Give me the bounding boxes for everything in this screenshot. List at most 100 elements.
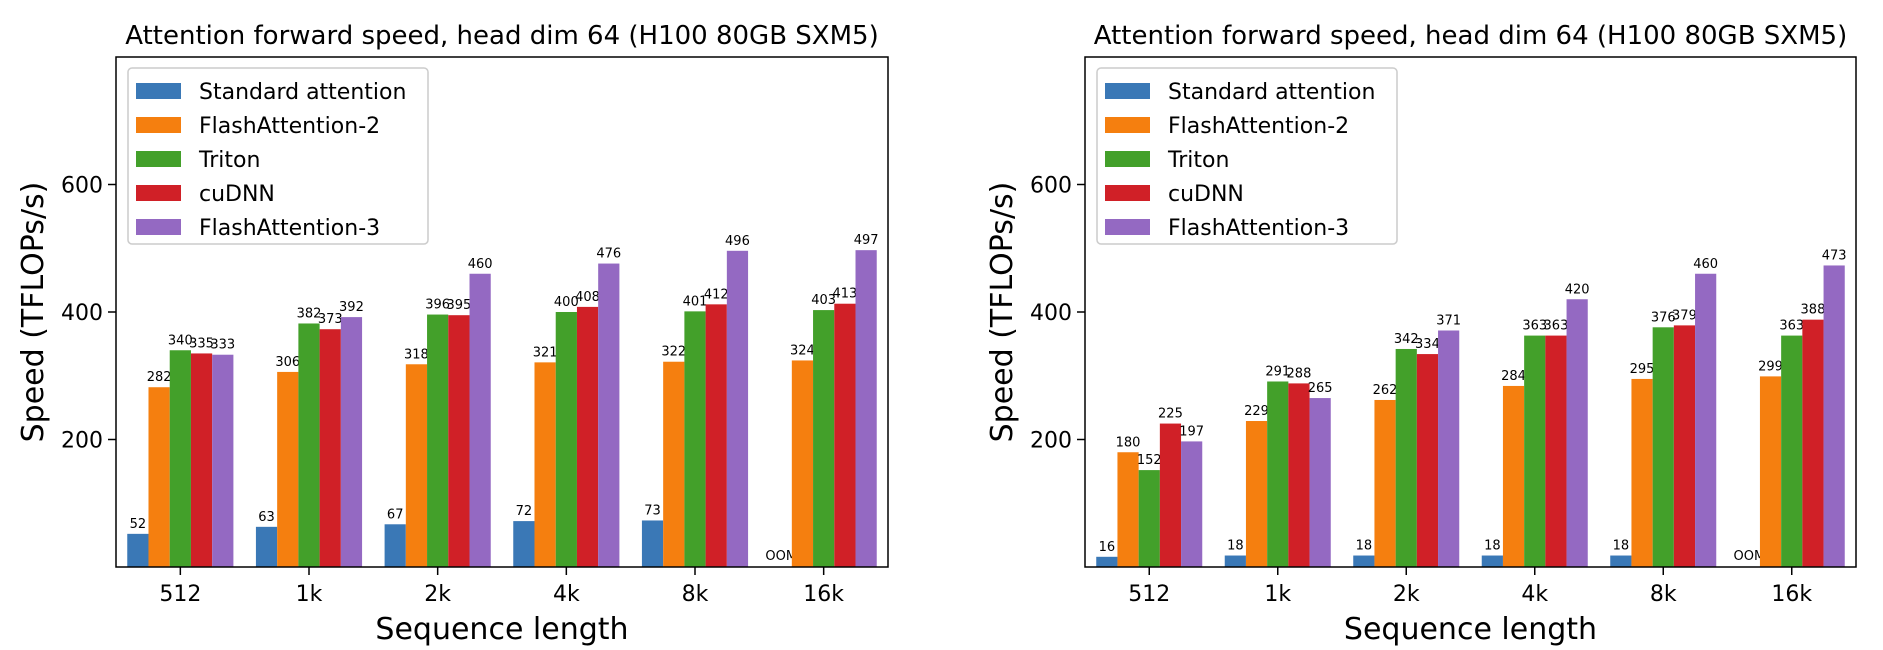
bar-data-label: 473 [1822, 248, 1847, 263]
bar-flashattention-3 [1181, 441, 1203, 567]
chart-title: Attention forward speed, head dim 64 (H1… [125, 21, 878, 51]
chart-panel-1: Attention forward speed, head dim 64 (H1… [16, 21, 889, 647]
plot-frame [1084, 56, 1857, 568]
bar-data-label: 63 [258, 510, 275, 525]
bar-standard-attention [1353, 555, 1375, 567]
legend-label: FlashAttention-2 [199, 114, 380, 139]
bar-data-label: 396 [425, 298, 450, 313]
bar-data-label: 340 [168, 333, 193, 348]
bar-data-label: 413 [832, 287, 857, 302]
bar-standard-attention [1481, 555, 1503, 567]
bar-data-label: 262 [1373, 383, 1398, 398]
bar-flashattention-2 [277, 371, 299, 567]
bar-flashattention-3 [1823, 265, 1845, 567]
legend-swatch [136, 219, 181, 235]
x-tick-label: 4k [553, 582, 580, 607]
bar-triton [1138, 470, 1160, 567]
bar-cudnn [448, 315, 470, 567]
bar-data-label: 334 [1415, 337, 1440, 352]
bar-data-label: 72 [516, 504, 533, 519]
bar-triton [1652, 327, 1674, 567]
bar-flashattention-3 [855, 250, 877, 567]
bar-data-label: 18 [1227, 539, 1244, 554]
bar-data-label: 16 [1099, 540, 1116, 555]
bar-data-label: 73 [644, 503, 661, 518]
bar-triton [427, 314, 449, 567]
legend-label: Standard attention [1168, 80, 1375, 105]
x-axis-label: Sequence length [375, 612, 628, 647]
bar-data-label: 392 [339, 300, 364, 315]
bar-data-label: 299 [1758, 359, 1783, 374]
bar-cudnn [190, 353, 213, 567]
bar-data-label: 18 [1613, 539, 1630, 554]
bar-data-label: 288 [1287, 366, 1312, 381]
bar-data-label: 382 [297, 306, 322, 321]
bar-flashattention-2 [1502, 385, 1525, 567]
bar-data-label: 373 [318, 312, 343, 327]
bar-flashattention-3 [1438, 330, 1460, 567]
bar-data-label: 295 [1630, 362, 1655, 377]
bar-data-label: 403 [811, 293, 836, 308]
bar-data-label: 180 [1116, 435, 1141, 450]
legend-swatch [1105, 151, 1150, 167]
bar-data-label: 412 [704, 287, 729, 302]
x-tick-label: 512 [1128, 582, 1170, 607]
y-tick-label: 600 [61, 174, 103, 199]
bar-data-label: 363 [1522, 319, 1547, 334]
y-tick-label: 200 [61, 429, 103, 454]
bar-cudnn [1802, 319, 1824, 567]
y-tick-label: 400 [1030, 301, 1072, 326]
chart-title: Attention forward speed, head dim 64 (H1… [1094, 21, 1847, 51]
bar-flashattention-3 [469, 273, 491, 567]
y-axis-label: Speed (TFLOPs/s) [985, 182, 1020, 443]
x-tick-label: 8k [682, 582, 709, 607]
bar-standard-attention [1224, 555, 1246, 567]
y-tick-label: 400 [61, 301, 103, 326]
bar-data-label: 333 [210, 338, 235, 353]
bar-flashattention-3 [212, 354, 234, 567]
x-tick-label: 16k [803, 582, 844, 607]
bar-data-label: 460 [1693, 257, 1718, 272]
legend-swatch [1105, 117, 1150, 133]
bar-cudnn [1673, 325, 1696, 567]
bar-triton [1524, 335, 1546, 567]
bar-data-label: 363 [1779, 319, 1804, 334]
bar-flashattention-2 [1631, 378, 1653, 567]
bar-data-label: 496 [725, 234, 750, 249]
plot-frame [115, 56, 889, 568]
bar-triton [1267, 381, 1289, 567]
bar-data-label: 318 [404, 347, 429, 362]
bar-data-label: 265 [1308, 381, 1333, 396]
bar-data-label: 460 [468, 257, 493, 272]
bar-cudnn [1159, 423, 1182, 567]
bar-standard-attention [255, 526, 278, 567]
bar-data-label: 395 [446, 298, 471, 313]
bar-data-label: 335 [189, 336, 214, 351]
y-tick-label: 600 [1030, 174, 1072, 199]
bar-data-label: 306 [275, 355, 300, 370]
bar-data-label: 408 [575, 290, 600, 305]
legend-swatch [1105, 219, 1150, 235]
bar-flashattention-2 [534, 362, 556, 567]
bar-flashattention-3 [340, 317, 363, 567]
bar-flashattention-2 [663, 361, 685, 567]
bar-standard-attention [1096, 556, 1118, 567]
bar-cudnn [576, 306, 599, 567]
bar-data-label: 376 [1651, 310, 1676, 325]
bar-data-label: 400 [554, 295, 579, 310]
bar-flashattention-2 [1374, 399, 1396, 567]
legend-label: Standard attention [199, 80, 406, 105]
y-axis-label: Speed (TFLOPs/s) [16, 182, 51, 443]
legend-swatch [136, 151, 181, 167]
bar-data-label: 401 [683, 294, 708, 309]
bar-data-label: 321 [533, 345, 558, 360]
legend-swatch [1105, 185, 1150, 201]
bar-standard-attention [384, 524, 406, 567]
bar-flashattention-2 [1117, 452, 1139, 567]
x-tick-label: 8k [1650, 582, 1677, 607]
legend-swatch [136, 117, 181, 133]
x-tick-label: 2k [424, 582, 451, 607]
legend-label: cuDNN [1168, 182, 1244, 207]
bar-data-label: 225 [1158, 407, 1183, 422]
